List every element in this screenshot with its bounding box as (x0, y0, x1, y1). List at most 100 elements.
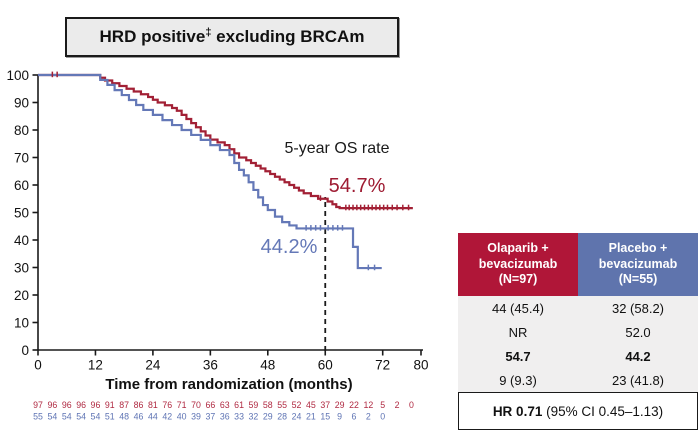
svg-text:96: 96 (62, 400, 72, 410)
x-axis-label: Time from randomization (months) (105, 376, 352, 393)
dagger-superscript: ‡ (205, 26, 212, 39)
header-olaparib-bevacizumab: Olaparib + bevacizumab (N=97) (458, 233, 578, 296)
hazard-ratio-ci: (95% CI 0.45–1.13) (542, 403, 664, 419)
chart-title: HRD positive‡ excluding BRCAm (99, 26, 365, 46)
svg-text:54: 54 (91, 412, 101, 422)
svg-text:33: 33 (234, 412, 244, 422)
svg-text:71: 71 (177, 400, 187, 410)
svg-text:51: 51 (105, 412, 115, 422)
svg-text:0: 0 (409, 400, 414, 410)
svg-text:40: 40 (14, 233, 29, 248)
summary-table-body: 44 (45.4) 32 (58.2) NR 52.0 54.7 44.2 9 … (458, 296, 698, 392)
svg-text:86: 86 (134, 400, 144, 410)
svg-text:2: 2 (395, 400, 400, 410)
svg-text:96: 96 (91, 400, 101, 410)
axes (37, 75, 423, 351)
svg-text:24: 24 (145, 358, 161, 373)
svg-text:12: 12 (363, 400, 373, 410)
cell-row4-olaparib: 9 (9.3) (499, 372, 537, 388)
svg-text:97: 97 (33, 400, 43, 410)
svg-text:96: 96 (76, 400, 86, 410)
svg-text:37: 37 (205, 412, 215, 422)
svg-text:55: 55 (33, 412, 43, 422)
svg-text:54: 54 (62, 412, 72, 422)
svg-text:0: 0 (380, 412, 385, 422)
svg-text:36: 36 (203, 358, 218, 373)
olaparib-rate-value: 54.7% (329, 175, 386, 197)
svg-text:42: 42 (162, 412, 172, 422)
cell-deaths-olaparib: 44 (45.4) (491, 300, 545, 316)
svg-text:29: 29 (263, 412, 273, 422)
svg-text:76: 76 (162, 400, 172, 410)
table-row: 9 (9.3) 23 (41.8) (458, 368, 698, 392)
svg-text:0: 0 (34, 358, 42, 373)
table-row: 44 (45.4) 32 (58.2) (458, 296, 698, 320)
svg-text:52: 52 (292, 400, 302, 410)
cell-deaths-placebo: 32 (58.2) (611, 300, 665, 316)
svg-text:12: 12 (88, 358, 103, 373)
at-risk-table: 97 96 96 96 96 91 87 86 81 76 71 70 66 63 61 59 58 55 52 45… (33, 400, 414, 422)
svg-text:24: 24 (292, 412, 302, 422)
svg-text:81: 81 (148, 400, 158, 410)
svg-text:66: 66 (205, 400, 215, 410)
svg-text:5: 5 (380, 400, 385, 410)
svg-text:10: 10 (14, 315, 29, 330)
svg-text:22: 22 (349, 400, 359, 410)
svg-text:70: 70 (14, 150, 29, 165)
svg-text:55: 55 (277, 400, 287, 410)
svg-text:80: 80 (413, 358, 428, 373)
svg-text:70: 70 (191, 400, 201, 410)
svg-text:15: 15 (320, 412, 330, 422)
cell-row4-placebo: 23 (41.8) (611, 372, 665, 388)
svg-text:60: 60 (318, 358, 333, 373)
svg-text:54: 54 (76, 412, 86, 422)
svg-text:30: 30 (14, 260, 29, 275)
placebo-rate-value: 44.2% (261, 236, 318, 258)
svg-text:96: 96 (47, 400, 57, 410)
svg-text:59: 59 (249, 400, 259, 410)
hazard-ratio-value: HR 0.71 (492, 403, 543, 419)
svg-text:58: 58 (263, 400, 273, 410)
cell-5yr-os-olaparib: 54.7 (505, 348, 531, 364)
svg-text:91: 91 (105, 400, 115, 410)
five-year-os-rate-label: 5-year OS rate (285, 140, 390, 157)
header-placebo-bevacizumab: Placebo + bevacizumab (N=55) (578, 233, 698, 296)
svg-text:60: 60 (14, 178, 29, 193)
svg-text:48: 48 (260, 358, 275, 373)
svg-text:50: 50 (14, 205, 29, 220)
x-axis-ticks: 0 12 24 36 48 60 72 80 (34, 350, 429, 373)
svg-text:54: 54 (47, 412, 57, 422)
svg-text:46: 46 (134, 412, 144, 422)
table-row: NR 52.0 (458, 320, 698, 344)
svg-text:48: 48 (119, 412, 129, 422)
svg-text:37: 37 (320, 400, 330, 410)
svg-text:32: 32 (249, 412, 259, 422)
svg-text:40: 40 (177, 412, 187, 422)
svg-text:20: 20 (14, 288, 29, 303)
svg-text:72: 72 (375, 358, 390, 373)
svg-text:9: 9 (337, 412, 342, 422)
svg-text:63: 63 (220, 400, 230, 410)
svg-text:28: 28 (277, 412, 287, 422)
svg-text:29: 29 (335, 400, 345, 410)
svg-text:61: 61 (234, 400, 244, 410)
svg-text:87: 87 (119, 400, 129, 410)
svg-text:21: 21 (306, 412, 316, 422)
svg-text:39: 39 (191, 412, 201, 422)
table-row: 54.7 44.2 (458, 344, 698, 368)
summary-table: Olaparib + bevacizumab (N=97) Placebo + … (458, 233, 698, 430)
y-axis-ticks: 0 10 20 30 40 50 60 70 80 90 100 (6, 68, 38, 358)
km-curves (38, 73, 413, 270)
svg-text:90: 90 (14, 95, 29, 110)
cell-5yr-os-placebo: 44.2 (625, 348, 651, 364)
censor-marks (51, 71, 410, 271)
cell-median-olaparib: NR (508, 324, 528, 340)
svg-text:100: 100 (6, 68, 29, 83)
hazard-ratio-box: HR 0.71 (95% CI 0.45–1.13) (458, 392, 698, 430)
svg-text:0: 0 (21, 343, 29, 358)
svg-text:44: 44 (148, 412, 158, 422)
chart-title-box: HRD positive‡ excluding BRCAm (65, 17, 399, 57)
svg-text:2: 2 (366, 412, 371, 422)
